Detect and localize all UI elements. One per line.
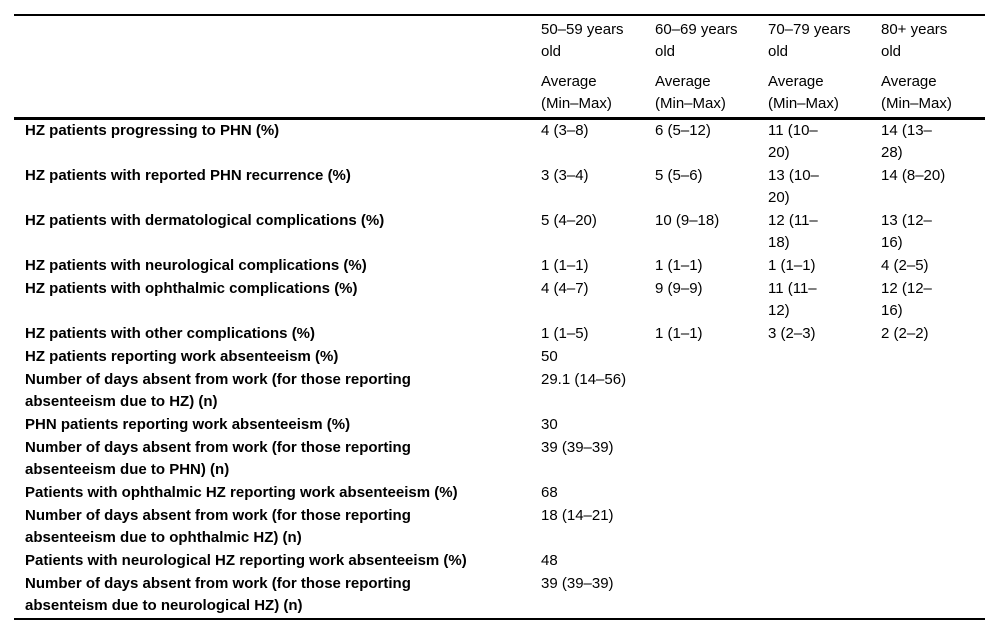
value-cell: 3 (3–4) bbox=[541, 167, 589, 184]
table-row: Number of days absent from work (for tho… bbox=[14, 505, 985, 550]
age-group-label: 50–59 years old bbox=[541, 21, 624, 60]
row-label: Number of days absent from work (for tho… bbox=[25, 575, 411, 614]
row-label: Number of days absent from work (for tho… bbox=[25, 507, 411, 546]
value-cell: 30 bbox=[541, 416, 558, 433]
header-row: 50–59 years old Average (Min–Max) 60–69 … bbox=[14, 15, 985, 120]
table-row: HZ patients with dermatological complica… bbox=[14, 210, 985, 255]
table-row: PHN patients reporting work absenteeism … bbox=[14, 414, 985, 437]
value-cell: 12 (12– 16) bbox=[881, 280, 932, 319]
row-label: Patients with neurological HZ reporting … bbox=[25, 552, 467, 569]
value-cell bbox=[768, 573, 881, 619]
row-label: Number of days absent from work (for tho… bbox=[25, 439, 411, 478]
value-cell bbox=[655, 550, 768, 573]
value-cell bbox=[768, 346, 881, 369]
value-cell bbox=[768, 550, 881, 573]
average-minmax-label: Average (Min–Max) bbox=[881, 73, 952, 112]
value-cell: 3 (2–3) bbox=[768, 325, 816, 342]
age-group-label: 60–69 years old bbox=[655, 21, 738, 60]
empty-header-cell bbox=[14, 15, 541, 120]
value-cell: 11 (10– 20) bbox=[768, 122, 818, 161]
value-cell: 5 (4–20) bbox=[541, 212, 597, 229]
table-row: HZ patients with ophthalmic complication… bbox=[14, 278, 985, 323]
value-cell bbox=[881, 437, 985, 482]
row-label: Number of days absent from work (for tho… bbox=[25, 371, 411, 410]
value-cell: 39 (39–39) bbox=[541, 439, 614, 456]
value-cell: 1 (1–1) bbox=[655, 257, 703, 274]
value-cell: 50 bbox=[541, 348, 558, 365]
average-minmax-label: Average (Min–Max) bbox=[655, 73, 726, 112]
value-cell: 39 (39–39) bbox=[541, 575, 614, 592]
table-row: Number of days absent from work (for tho… bbox=[14, 369, 985, 414]
value-cell: 14 (13– 28) bbox=[881, 122, 932, 161]
value-cell: 68 bbox=[541, 484, 558, 501]
value-cell: 5 (5–6) bbox=[655, 167, 703, 184]
row-label: HZ patients reporting work absenteeism (… bbox=[25, 348, 339, 365]
value-cell bbox=[881, 550, 985, 573]
average-minmax-label: Average (Min–Max) bbox=[541, 73, 612, 112]
col-header-80plus: 80+ years old Average (Min–Max) bbox=[881, 15, 985, 120]
table-row: HZ patients with neurological complicati… bbox=[14, 255, 985, 278]
value-cell: 1 (1–1) bbox=[655, 325, 703, 342]
col-header-70-79: 70–79 years old Average (Min–Max) bbox=[768, 15, 881, 120]
value-cell bbox=[881, 414, 985, 437]
row-label: HZ patients progressing to PHN (%) bbox=[25, 122, 280, 139]
col-header-50-59: 50–59 years old Average (Min–Max) bbox=[541, 15, 655, 120]
value-cell bbox=[881, 346, 985, 369]
row-label: HZ patients with other complications (%) bbox=[25, 325, 316, 342]
value-cell: 29.1 (14–56) bbox=[541, 371, 627, 388]
table-row: Patients with neurological HZ reporting … bbox=[14, 550, 985, 573]
hz-phn-burden-table: 50–59 years old Average (Min–Max) 60–69 … bbox=[14, 14, 985, 620]
value-cell: 14 (8–20) bbox=[881, 167, 946, 184]
value-cell: 10 (9–18) bbox=[655, 212, 720, 229]
table-row: Number of days absent from work (for tho… bbox=[14, 573, 985, 619]
value-cell: 11 (11– 12) bbox=[768, 280, 817, 319]
value-cell bbox=[655, 414, 768, 437]
table-row: HZ patients with reported PHN recurrence… bbox=[14, 165, 985, 210]
value-cell bbox=[768, 437, 881, 482]
average-minmax-label: Average (Min–Max) bbox=[768, 73, 839, 112]
value-cell bbox=[881, 573, 985, 619]
value-cell: 13 (10– 20) bbox=[768, 167, 819, 206]
value-cell bbox=[655, 573, 768, 619]
value-cell bbox=[655, 482, 768, 505]
value-cell bbox=[881, 505, 985, 550]
row-label: HZ patients with neurological complicati… bbox=[25, 257, 367, 274]
row-label: PHN patients reporting work absenteeism … bbox=[25, 416, 351, 433]
value-cell: 13 (12– 16) bbox=[881, 212, 932, 251]
value-cell: 4 (4–7) bbox=[541, 280, 589, 297]
row-label: HZ patients with dermatological complica… bbox=[25, 212, 385, 229]
table-row: HZ patients progressing to PHN (%) 4 (3–… bbox=[14, 119, 985, 166]
value-cell: 48 bbox=[541, 552, 558, 569]
value-cell: 9 (9–9) bbox=[655, 280, 703, 297]
value-cell bbox=[768, 505, 881, 550]
value-cell: 1 (1–1) bbox=[768, 257, 816, 274]
value-cell: 1 (1–1) bbox=[541, 257, 589, 274]
value-cell bbox=[655, 437, 768, 482]
table-row: HZ patients with other complications (%)… bbox=[14, 323, 985, 346]
value-cell: 12 (11– 18) bbox=[768, 212, 818, 251]
value-cell: 2 (2–2) bbox=[881, 325, 929, 342]
age-group-label: 70–79 years old bbox=[768, 21, 851, 60]
value-cell: 18 (14–21) bbox=[541, 507, 614, 524]
value-cell: 4 (2–5) bbox=[881, 257, 929, 274]
table-row: Patients with ophthalmic HZ reporting wo… bbox=[14, 482, 985, 505]
row-label: Patients with ophthalmic HZ reporting wo… bbox=[25, 484, 458, 501]
value-cell: 1 (1–5) bbox=[541, 325, 589, 342]
value-cell bbox=[655, 505, 768, 550]
value-cell: 4 (3–8) bbox=[541, 122, 589, 139]
table-row: HZ patients reporting work absenteeism (… bbox=[14, 346, 985, 369]
value-cell bbox=[655, 369, 768, 414]
value-cell: 6 (5–12) bbox=[655, 122, 711, 139]
age-group-label: 80+ years old bbox=[881, 21, 948, 60]
value-cell bbox=[655, 346, 768, 369]
col-header-60-69: 60–69 years old Average (Min–Max) bbox=[655, 15, 768, 120]
value-cell bbox=[768, 414, 881, 437]
table-row: Number of days absent from work (for tho… bbox=[14, 437, 985, 482]
value-cell bbox=[768, 482, 881, 505]
row-label: HZ patients with reported PHN recurrence… bbox=[25, 167, 351, 184]
row-label: HZ patients with ophthalmic complication… bbox=[25, 280, 358, 297]
value-cell bbox=[881, 369, 985, 414]
value-cell bbox=[768, 369, 881, 414]
value-cell bbox=[881, 482, 985, 505]
